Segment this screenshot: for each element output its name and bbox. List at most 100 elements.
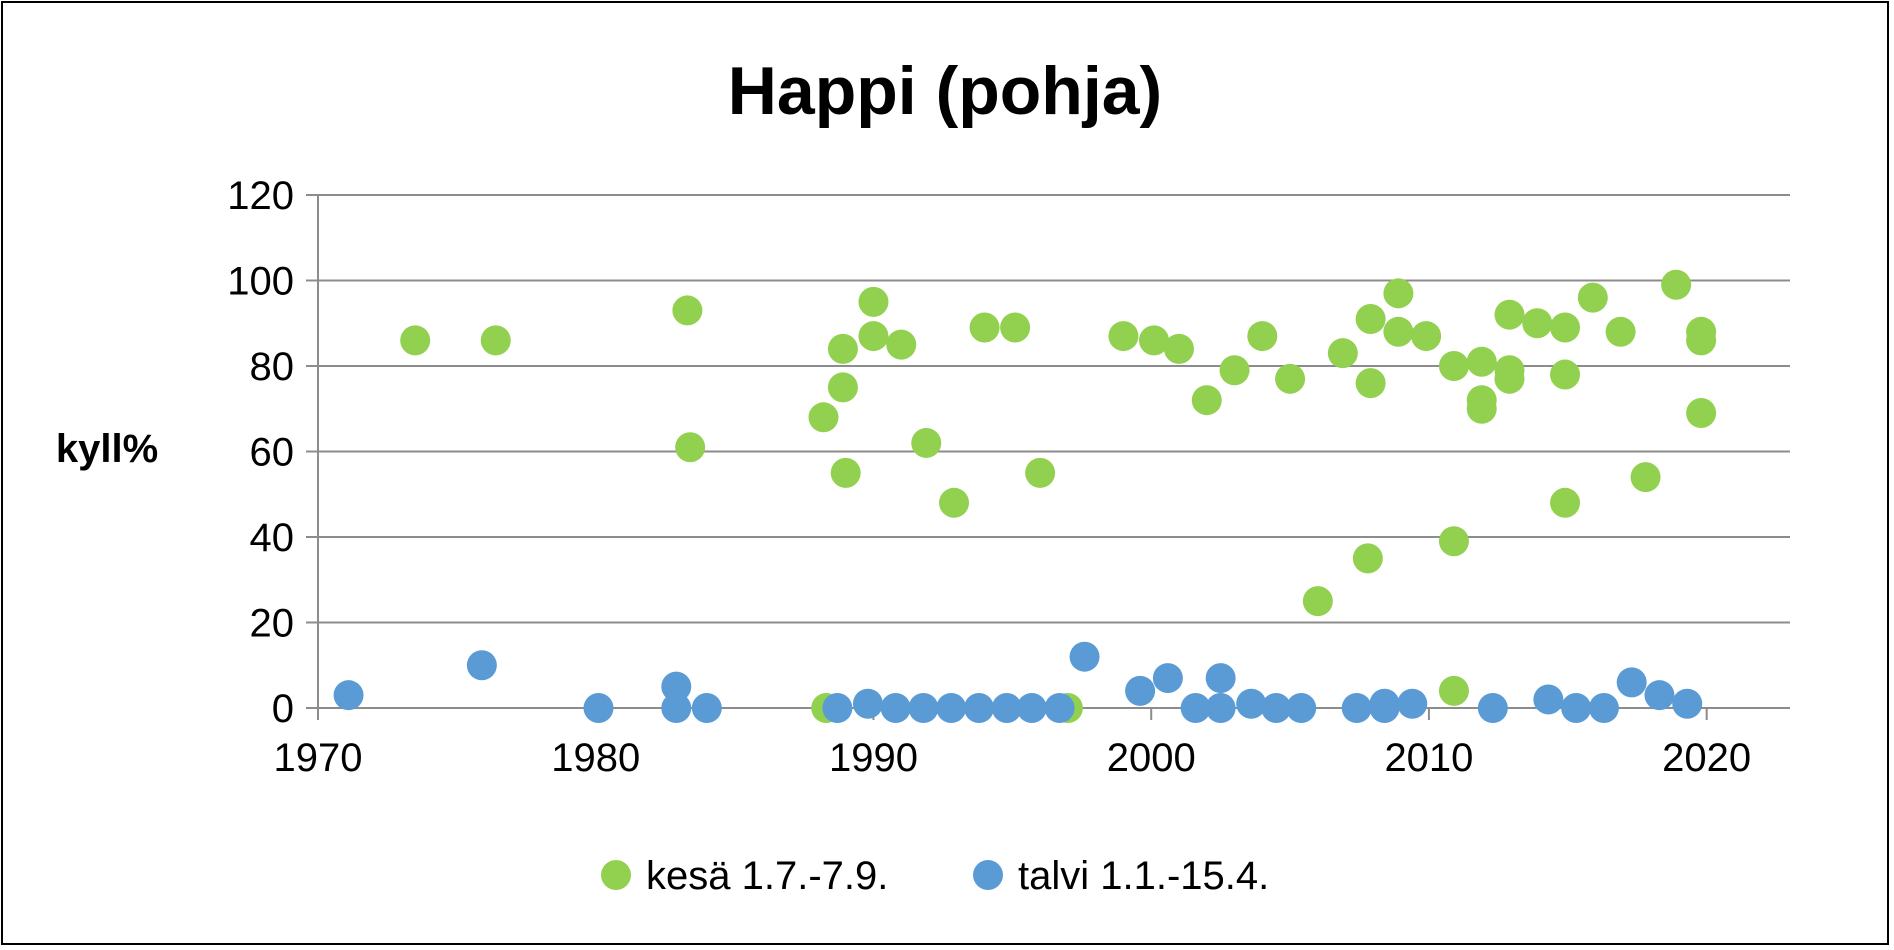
x-tick-label: 2020: [1662, 736, 1751, 780]
data-point: [1383, 278, 1414, 309]
data-point: [1352, 543, 1383, 574]
data-point: [886, 329, 917, 360]
data-point: [1205, 693, 1236, 723]
data-point: [1477, 693, 1508, 723]
y-tick-label: 20: [250, 602, 295, 646]
data-point: [1125, 675, 1156, 706]
data-point: [969, 312, 1000, 343]
x-tick-label: 1980: [551, 736, 640, 780]
chart-title: Happi (pohja): [728, 53, 1162, 129]
data-point: [880, 693, 911, 723]
data-point: [808, 402, 839, 433]
data-point: [1411, 321, 1442, 352]
data-point: [1577, 282, 1608, 313]
data-point: [1672, 688, 1703, 719]
data-point: [1180, 693, 1211, 723]
data-point: [1561, 693, 1592, 723]
data-point: [1369, 693, 1400, 723]
data-point: [691, 693, 722, 723]
x-tick-label: 2000: [1107, 736, 1196, 780]
legend-marker: [973, 860, 1003, 890]
data-point: [858, 321, 889, 352]
data-point: [466, 650, 497, 681]
x-tick-label: 1990: [829, 736, 918, 780]
legend-label: kesä 1.7.-7.9.: [646, 854, 888, 898]
data-point: [1438, 675, 1469, 706]
series-1: [333, 641, 1703, 723]
data-point: [1550, 312, 1581, 343]
data-point: [661, 671, 692, 702]
data-point: [1438, 526, 1469, 557]
data-points: [333, 269, 1717, 723]
data-point: [1466, 393, 1497, 424]
data-point: [1355, 368, 1386, 399]
data-point: [830, 457, 861, 488]
y-axis-label: kyll%: [56, 427, 158, 471]
data-point: [1661, 269, 1692, 300]
data-point: [991, 693, 1022, 723]
data-point: [1000, 312, 1031, 343]
data-point: [1630, 462, 1661, 493]
data-point: [827, 333, 858, 364]
data-point: [1138, 325, 1169, 356]
data-point: [1163, 333, 1194, 364]
data-point: [400, 325, 431, 356]
x-tick-labels: 1970 1980 1990 2000 2010 2020: [274, 708, 1751, 780]
y-tick-label: 40: [250, 516, 295, 560]
data-point: [661, 693, 692, 723]
data-point: [1588, 693, 1619, 723]
data-point: [1191, 385, 1222, 416]
data-point: [1205, 663, 1236, 694]
data-point: [672, 295, 703, 326]
data-point: [1044, 693, 1075, 723]
x-tick-label: 2010: [1384, 736, 1473, 780]
gridlines: [306, 194, 1790, 709]
data-point: [1550, 359, 1581, 390]
data-point: [675, 432, 706, 463]
data-point: [1236, 688, 1267, 719]
data-point: [1616, 667, 1647, 698]
data-point: [964, 693, 995, 723]
data-point: [908, 693, 939, 723]
y-tick-label: 60: [250, 431, 295, 475]
data-point: [583, 693, 614, 723]
data-point: [1383, 316, 1414, 347]
data-point: [1397, 688, 1428, 719]
data-point: [1219, 355, 1250, 386]
y-tick-label: 0: [272, 687, 294, 731]
data-point: [1605, 316, 1636, 347]
data-point: [1327, 338, 1358, 369]
data-point: [1261, 693, 1292, 723]
data-point: [1247, 321, 1278, 352]
series-0: [400, 269, 1717, 723]
y-tick-label: 120: [227, 174, 294, 218]
data-point: [1550, 487, 1581, 518]
data-point: [1494, 363, 1525, 394]
data-point: [1355, 303, 1386, 334]
data-point: [852, 688, 883, 719]
legend-label: talvi 1.1.-15.4.: [1018, 854, 1269, 898]
data-point: [1341, 693, 1372, 723]
data-point: [1522, 308, 1553, 339]
data-point: [1069, 641, 1100, 672]
x-tick-label: 1970: [274, 736, 363, 780]
legend-marker: [601, 860, 631, 890]
data-point: [911, 427, 942, 458]
data-point: [1275, 363, 1306, 394]
data-point: [1686, 325, 1717, 356]
data-point: [1533, 684, 1564, 715]
data-point: [1466, 346, 1497, 377]
data-point: [936, 693, 967, 723]
data-point: [1025, 457, 1056, 488]
data-point: [1152, 663, 1183, 694]
data-point: [333, 680, 364, 711]
data-point: [858, 286, 889, 317]
data-point: [480, 325, 511, 356]
y-tick-labels: 0 20 40 60 80 100 120: [227, 174, 294, 731]
data-point: [1686, 398, 1717, 429]
data-point: [1108, 321, 1139, 352]
y-tick-label: 80: [250, 345, 295, 389]
data-point: [822, 693, 853, 723]
